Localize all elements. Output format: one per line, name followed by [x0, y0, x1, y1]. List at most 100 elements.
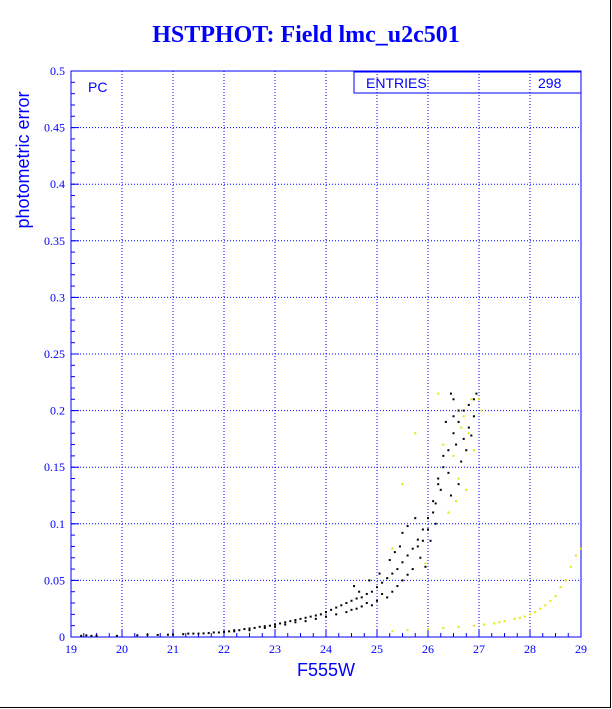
data-point-black	[457, 409, 460, 412]
data-point-black	[192, 632, 195, 635]
data-point-black	[434, 522, 437, 525]
data-point-black	[299, 617, 302, 620]
data-point-yellow	[559, 586, 562, 589]
data-point-black	[350, 608, 353, 611]
data-point-black	[437, 483, 440, 486]
data-point-black	[115, 634, 118, 637]
data-point-black	[381, 592, 384, 595]
data-point-black	[406, 525, 409, 528]
data-point-black	[391, 572, 394, 575]
data-point-yellow	[460, 426, 463, 429]
data-point-black	[455, 443, 458, 446]
data-point-yellow	[414, 432, 417, 435]
data-point-black	[340, 604, 343, 607]
data-point-black	[452, 415, 455, 418]
y-tick-label: 0.3	[50, 290, 65, 304]
data-point-black	[447, 449, 450, 452]
data-point-black	[439, 488, 442, 491]
data-point-black	[465, 449, 468, 452]
x-tick-label: 19	[65, 642, 77, 656]
data-point-black	[472, 398, 475, 401]
data-point-black	[233, 629, 236, 632]
data-point-black	[197, 632, 200, 635]
stats-entries-value: 298	[538, 75, 562, 91]
data-point-black	[386, 577, 389, 580]
data-point-black	[274, 625, 276, 628]
data-point-black	[378, 572, 381, 575]
data-point-yellow	[391, 630, 394, 633]
data-point-black	[401, 561, 404, 564]
data-point-black	[248, 629, 251, 632]
data-point-yellow	[580, 547, 582, 550]
data-point-black	[429, 539, 432, 542]
data-point-black	[345, 602, 348, 605]
data-point-black	[388, 559, 391, 562]
data-point-yellow	[406, 629, 409, 632]
x-tick-label: 23	[269, 642, 281, 656]
data-point-black	[401, 531, 404, 534]
x-tick-label: 24	[320, 642, 332, 656]
data-point-black	[156, 633, 159, 636]
y-tick-label: 0	[59, 630, 65, 644]
data-point-black	[355, 607, 358, 610]
data-point-black	[309, 615, 312, 618]
data-point-black	[472, 415, 475, 418]
data-point-black	[457, 483, 460, 486]
data-point-black	[427, 517, 429, 520]
data-point-black	[258, 625, 261, 628]
data-point-black	[442, 454, 445, 457]
data-point-black	[370, 604, 373, 607]
data-point-black	[467, 426, 470, 429]
data-point-black	[452, 398, 455, 401]
data-point-yellow	[539, 607, 542, 610]
data-point-black	[223, 630, 225, 633]
data-point-yellow	[452, 454, 455, 457]
x-tick-label: 26	[422, 642, 434, 656]
data-point-black	[444, 420, 447, 423]
y-tick-label: 0.45	[44, 121, 65, 135]
data-point-black	[90, 634, 93, 637]
data-point-black	[360, 605, 363, 608]
data-point-black	[314, 614, 317, 617]
data-point-black	[401, 579, 404, 582]
data-point-black	[304, 616, 307, 619]
data-point-black	[335, 613, 338, 616]
data-point-black	[393, 551, 396, 554]
data-point-black	[325, 611, 327, 614]
data-point-black	[335, 606, 338, 609]
data-point-black	[411, 547, 414, 550]
data-point-black	[95, 634, 98, 637]
data-point-black	[330, 608, 333, 611]
y-tick-label: 0.25	[44, 347, 65, 361]
data-point-yellow	[544, 604, 547, 607]
x-tick-label: 21	[167, 642, 179, 656]
data-point-black	[228, 630, 231, 633]
data-point-yellow	[523, 615, 526, 618]
data-point-black	[284, 623, 287, 626]
data-point-yellow	[447, 511, 450, 514]
data-point-black	[263, 625, 266, 628]
data-point-black	[304, 620, 307, 623]
data-point-yellow	[549, 599, 552, 602]
data-point-yellow	[424, 562, 427, 565]
data-point-yellow	[478, 398, 480, 401]
data-point-yellow	[472, 624, 475, 627]
data-point-black	[294, 621, 297, 624]
data-point-black	[457, 420, 460, 423]
y-tick-label: 0.35	[44, 234, 65, 248]
data-point-black	[449, 392, 452, 395]
data-point-yellow	[427, 628, 429, 631]
y-axis-label: photometric error	[13, 91, 33, 228]
data-point-black	[243, 628, 246, 631]
data-point-yellow	[493, 622, 496, 625]
data-point-black	[442, 466, 445, 469]
data-point-black	[207, 632, 210, 635]
data-point-black	[447, 471, 450, 474]
data-point-black	[80, 634, 83, 637]
x-tick-label: 20	[116, 642, 128, 656]
data-point-black	[325, 615, 327, 618]
data-point-black	[414, 517, 417, 520]
data-point-black	[406, 573, 409, 576]
data-points	[80, 392, 582, 637]
